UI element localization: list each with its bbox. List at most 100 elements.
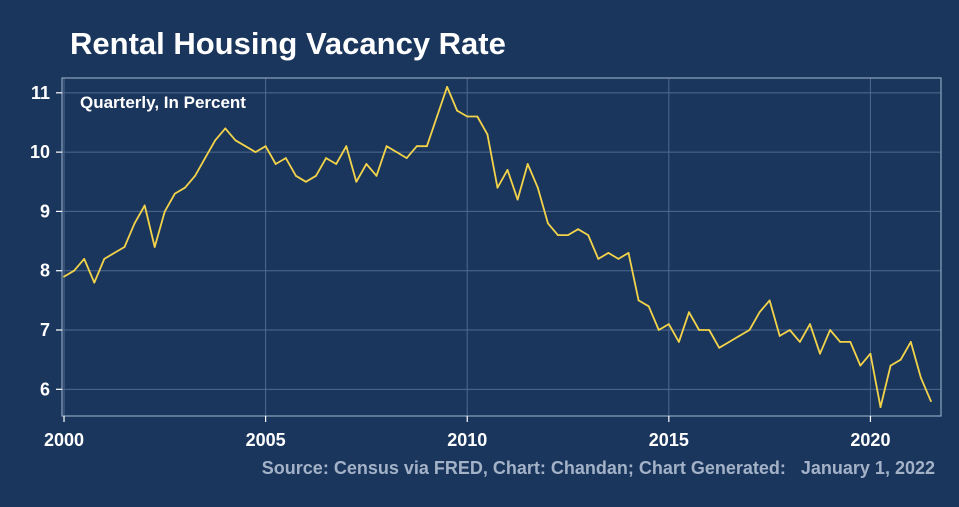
data-point xyxy=(73,269,75,272)
data-point xyxy=(395,151,398,154)
data-point xyxy=(325,157,328,159)
data-point xyxy=(728,340,731,343)
data-point xyxy=(567,234,569,237)
data-point xyxy=(486,133,489,136)
data-point xyxy=(224,127,227,130)
data-point xyxy=(829,329,832,331)
data-point xyxy=(627,252,630,254)
x-tick-label: 2020 xyxy=(850,430,890,450)
data-point xyxy=(788,329,791,331)
data-point xyxy=(194,174,196,177)
data-point xyxy=(688,311,690,314)
data-point xyxy=(667,323,670,325)
data-point xyxy=(758,311,761,314)
data-point xyxy=(426,145,428,148)
data-point xyxy=(919,376,922,379)
data-point xyxy=(113,252,116,254)
data-point xyxy=(768,299,771,302)
data-point xyxy=(123,246,126,248)
data-point xyxy=(466,115,469,118)
data-point xyxy=(526,163,529,165)
series-line xyxy=(63,86,932,409)
data-point xyxy=(244,145,247,148)
data-point xyxy=(597,257,600,260)
data-point xyxy=(355,180,358,183)
data-point xyxy=(264,145,267,148)
data-point xyxy=(839,340,842,343)
data-point xyxy=(204,157,207,159)
chart-title: Rental Housing Vacancy Rate xyxy=(70,26,506,61)
data-point xyxy=(738,335,741,337)
data-point xyxy=(365,163,368,165)
data-point xyxy=(163,210,166,213)
data-point xyxy=(587,234,590,237)
data-point xyxy=(415,145,418,148)
data-point xyxy=(657,329,660,331)
data-point xyxy=(214,139,217,142)
y-tick-label: 7 xyxy=(40,320,50,340)
x-tick-label: 2015 xyxy=(649,430,689,450)
data-point xyxy=(819,352,821,355)
data-point xyxy=(889,364,892,367)
data-point xyxy=(798,340,801,343)
data-point xyxy=(869,352,872,355)
data-point xyxy=(335,163,338,165)
data-point xyxy=(879,406,882,409)
data-point xyxy=(143,204,146,207)
x-tick-label: 2000 xyxy=(44,430,84,450)
data-point xyxy=(305,180,307,183)
series-layer xyxy=(63,85,932,409)
data-point xyxy=(83,257,86,260)
data-point xyxy=(254,151,257,154)
data-point xyxy=(778,335,781,337)
data-point xyxy=(103,257,106,260)
data-point xyxy=(557,234,559,237)
data-point xyxy=(274,163,277,165)
data-point xyxy=(698,329,700,331)
data-point xyxy=(496,186,499,189)
data-point xyxy=(284,157,287,159)
data-point xyxy=(607,252,610,254)
y-axis: 6 7 8 9 10 11 xyxy=(30,83,62,399)
y-tick-label: 10 xyxy=(30,142,50,162)
source-caption: Source: Census via FRED, Chart: Chandan;… xyxy=(262,458,935,478)
plot-border xyxy=(61,77,942,417)
grid xyxy=(62,78,941,416)
data-point xyxy=(516,198,519,201)
data-point xyxy=(708,329,711,331)
data-point xyxy=(476,115,479,118)
data-point xyxy=(153,246,156,248)
data-point xyxy=(93,281,96,284)
data-point xyxy=(678,340,680,343)
data-point xyxy=(63,275,65,278)
data-point xyxy=(315,174,317,177)
data-point xyxy=(930,400,932,403)
data-point xyxy=(234,139,237,142)
data-point xyxy=(637,299,640,302)
x-axis: 2000 2005 2010 2015 2020 xyxy=(44,416,890,450)
y-tick-label: 8 xyxy=(40,261,50,281)
data-point xyxy=(133,222,136,225)
data-point xyxy=(385,145,388,148)
data-point xyxy=(345,145,348,148)
data-point xyxy=(375,174,378,177)
data-point xyxy=(909,340,912,343)
data-point xyxy=(184,186,186,189)
x-tick-label: 2010 xyxy=(447,430,487,450)
y-tick-label: 9 xyxy=(40,201,50,221)
data-point xyxy=(546,222,549,225)
data-point xyxy=(405,157,408,159)
data-point xyxy=(859,364,862,367)
data-point xyxy=(809,323,811,325)
data-point xyxy=(617,257,620,260)
data-point xyxy=(173,192,176,195)
data-point xyxy=(294,174,297,177)
data-point xyxy=(748,329,751,331)
data-point xyxy=(849,340,852,343)
data-point xyxy=(446,85,448,88)
chart-subtitle: Quarterly, In Percent xyxy=(80,93,246,112)
data-point xyxy=(577,228,580,231)
y-tick-label: 11 xyxy=(31,83,50,103)
data-point xyxy=(647,305,650,308)
